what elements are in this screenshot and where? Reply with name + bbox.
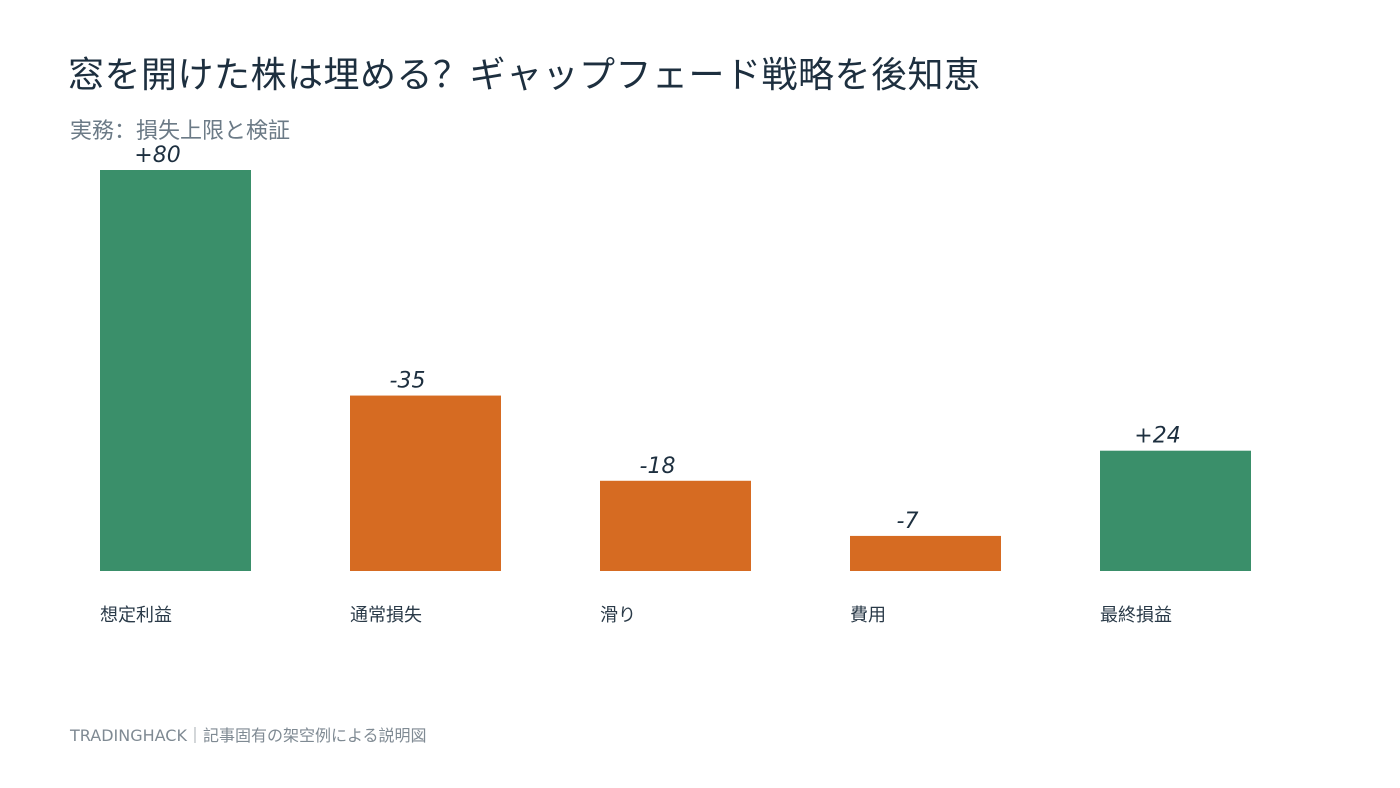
bar-3 [600,480,751,571]
bar-value-label: +24 [1134,424,1180,449]
category-labels-group: 想定利益 通常損失 滑り 費用 最終損益 [100,605,1172,626]
bar-2 [350,395,501,571]
bar-value-label: +80 [134,143,180,168]
bar-1 [100,170,251,571]
bar-value-label: -18 [640,454,676,479]
bar-value-label: -35 [390,369,426,394]
category-label: 想定利益 [100,605,172,626]
footer-credit: TRADINGHACK｜記事固有の架空例による説明図 [70,726,427,745]
category-label: 最終損益 [1100,605,1172,626]
value-labels-group: +80 -35 -18 -7 +24 [134,143,1180,534]
bar-4 [850,535,1001,571]
category-label: 通常損失 [350,605,422,626]
chart-subtitle: 実務：損失上限と検証 [70,119,291,144]
bars-group [100,170,1251,571]
chart-title: 窓を開けた株は埋める？ギャップフェード戦略を後知恵 [68,55,981,96]
bar-value-label: -7 [897,509,919,534]
bar-5 [1100,450,1251,571]
category-label: 滑り [600,605,636,626]
category-label: 費用 [850,605,886,626]
